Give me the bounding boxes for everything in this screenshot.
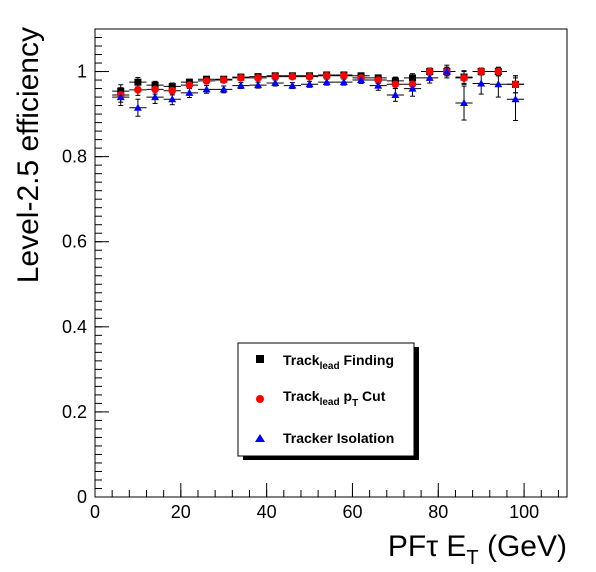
data-point-ptcut	[151, 85, 159, 94]
data-point-isolation	[357, 76, 366, 84]
data-point-ptcut	[477, 67, 485, 76]
data-point-finding	[134, 78, 142, 86]
data-point-finding	[168, 82, 176, 90]
data-point-isolation	[425, 73, 434, 81]
x-axis-label-sub: T	[466, 547, 478, 569]
x-tick-label: 40	[257, 502, 277, 522]
data-point-ptcut	[288, 72, 297, 81]
x-axis-label: PFτ ET (GeV)	[388, 530, 567, 569]
data-point-ptcut	[237, 74, 245, 82]
data-point-isolation	[391, 90, 400, 98]
x-tick-label: 60	[342, 502, 362, 522]
data-point-isolation	[202, 85, 211, 93]
x-tick-label: 100	[509, 502, 539, 522]
data-point-ptcut	[322, 72, 331, 80]
data-point-isolation	[254, 81, 263, 89]
legend-label-ptcut: Tracklead pT Cut	[283, 388, 386, 409]
y-tick-label: 0.6	[62, 232, 87, 252]
legend-marker-isolation	[255, 434, 265, 442]
x-tick-label: 20	[171, 502, 191, 522]
data-point-isolation	[133, 103, 142, 111]
data-point-isolation	[288, 81, 297, 89]
data-point-isolation	[305, 80, 314, 88]
data-point-ptcut	[271, 72, 280, 81]
y-tick-label: 0	[77, 487, 87, 507]
data-point-isolation	[442, 67, 451, 75]
data-point-ptcut	[408, 80, 417, 89]
data-point-isolation	[339, 78, 348, 86]
data-point-isolation	[511, 95, 520, 103]
data-point-isolation	[494, 80, 503, 88]
legend: Tracklead Finding Tracklead pT Cut Track…	[237, 342, 419, 460]
data-point-isolation	[374, 81, 383, 89]
x-tick-labels: 0 20 40 60 80 100	[90, 502, 539, 522]
data-point-isolation	[116, 93, 125, 101]
y-tick-label: 0.4	[62, 317, 87, 337]
data-point-ptcut	[425, 67, 434, 76]
x-axis-label-post: (GeV)	[479, 530, 567, 563]
x-axis-label-pre: PF	[388, 530, 426, 563]
data-point-ptcut	[219, 76, 228, 84]
data-point-isolation	[151, 93, 160, 101]
data-point-ptcut	[185, 81, 194, 89]
data-point-ptcut	[340, 72, 348, 80]
plot-frame	[94, 28, 568, 498]
data-point-ptcut	[168, 86, 177, 95]
data-point-ptcut	[202, 77, 211, 85]
data-point-finding	[117, 87, 125, 95]
data-point-isolation	[168, 95, 177, 103]
x-axis-label-tau: τ	[426, 530, 438, 563]
data-point-isolation	[236, 81, 245, 89]
data-point-ptcut	[511, 80, 520, 89]
legend-label-finding: Tracklead Finding	[283, 352, 394, 372]
legend-box	[237, 342, 415, 457]
axis-ticks	[94, 28, 559, 498]
x-tick-label: 80	[428, 502, 448, 522]
y-axis-label: Level-2.5 efficiency	[12, 27, 45, 283]
data-point-isolation	[322, 78, 331, 86]
data-point-isolation	[219, 85, 228, 93]
data-point-ptcut	[460, 74, 468, 82]
y-tick-label: 1	[77, 62, 87, 82]
data-point-ptcut	[374, 76, 383, 84]
data-point-isolation	[271, 79, 280, 87]
x-axis-label-mid: E	[438, 530, 466, 563]
data-point-isolation	[408, 84, 417, 92]
data-point-ptcut	[305, 72, 314, 81]
legend-marker-finding	[256, 355, 264, 363]
data-point-finding	[409, 74, 417, 82]
data-point-isolation	[460, 99, 469, 107]
data-markers	[116, 67, 520, 111]
y-tick-labels: 0 0.2 0.4 0.6 0.8 1	[62, 62, 87, 507]
data-point-ptcut	[134, 86, 142, 94]
legend-marker-ptcut	[256, 395, 264, 403]
y-tick-label: 0.2	[62, 402, 87, 422]
data-point-ptcut	[391, 80, 400, 89]
data-point-finding	[151, 81, 159, 89]
data-point-ptcut	[494, 67, 503, 76]
y-tick-label: 0.8	[62, 147, 87, 167]
data-point-isolation	[185, 88, 194, 96]
legend-label-isolation: Tracker Isolation	[283, 430, 394, 446]
data-point-ptcut	[254, 74, 262, 82]
data-point-isolation	[477, 79, 486, 87]
x-tick-label: 0	[90, 502, 100, 522]
